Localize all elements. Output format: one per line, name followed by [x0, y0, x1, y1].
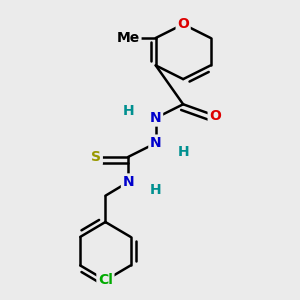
Text: H: H	[150, 183, 161, 197]
Text: O: O	[177, 17, 189, 31]
Text: H: H	[177, 145, 189, 159]
Text: S: S	[91, 150, 101, 164]
Text: O: O	[209, 109, 221, 123]
Text: N: N	[150, 111, 161, 125]
Text: Cl: Cl	[98, 273, 113, 287]
Text: H: H	[122, 104, 134, 118]
Text: N: N	[150, 136, 161, 150]
Text: N: N	[122, 175, 134, 189]
Text: Me: Me	[117, 31, 140, 45]
